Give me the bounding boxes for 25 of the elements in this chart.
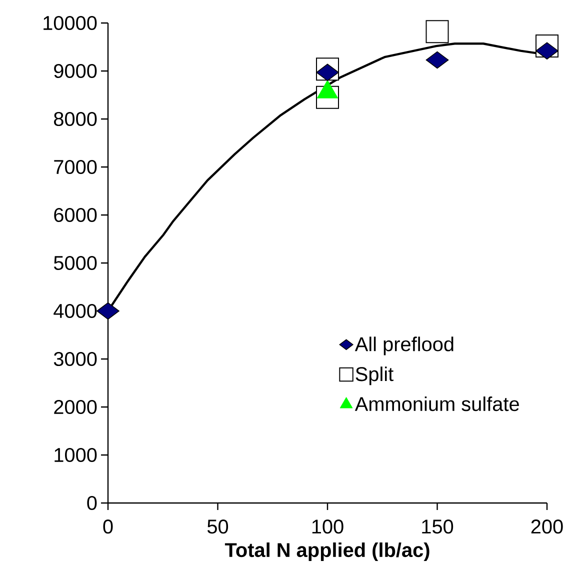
y-tick-label: 2000: [54, 400, 97, 414]
point: [536, 42, 558, 60]
y-tick-label: 6000: [54, 208, 97, 222]
x-tick-label: 0: [103, 520, 113, 534]
x-tick-label: 100: [312, 520, 344, 534]
point: [96, 302, 120, 320]
y-tick-label: 10000: [44, 16, 97, 30]
y-tick-label: 8000: [54, 112, 97, 126]
x-tick-label: 150: [422, 520, 454, 534]
y-tick-label: 9000: [54, 64, 97, 78]
x-axis-title: Total N applied (lb/ac): [224, 542, 430, 562]
point: [426, 51, 449, 69]
y-tick-label: 7000: [54, 160, 97, 174]
legend-label: All preflood: [354, 336, 454, 356]
x-tick-label: 50: [207, 520, 228, 534]
y-tick-label: 0: [87, 496, 97, 510]
point: [426, 20, 449, 44]
legend-label: Ammonium sulfate: [354, 396, 519, 412]
y-tick-label: 1000: [54, 448, 97, 462]
y-tick-label: 3000: [54, 352, 97, 366]
y-tick-label: 5000: [54, 256, 97, 270]
legend-label: Split: [356, 366, 394, 386]
y-tick-label: 4000: [54, 304, 97, 318]
point: [316, 64, 339, 82]
x-tick-label: 200: [531, 520, 563, 534]
